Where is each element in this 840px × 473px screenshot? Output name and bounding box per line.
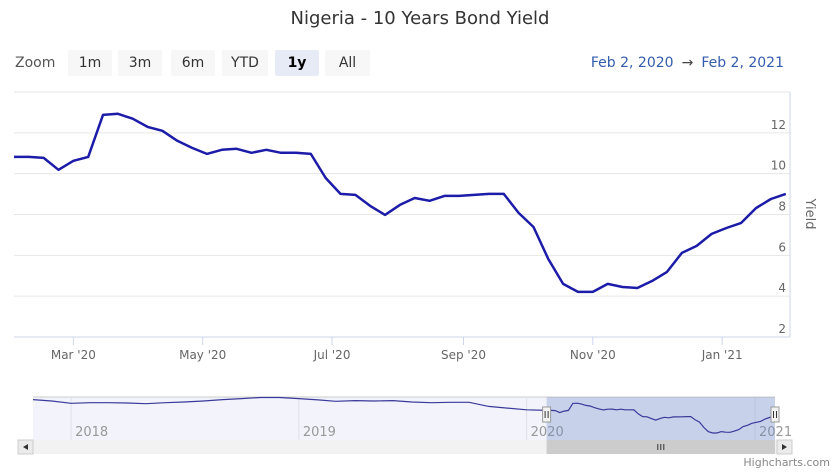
- x-tick-label: May '20: [179, 348, 226, 362]
- x-tick-label: Jan '21: [701, 348, 743, 362]
- range-button-1y[interactable]: 1y: [275, 50, 319, 76]
- handle-body: [542, 406, 552, 423]
- y-tick-label: 6: [778, 240, 786, 254]
- navigator-right-handle[interactable]: [770, 406, 780, 423]
- range-button-3m[interactable]: 3m: [118, 50, 162, 76]
- navigator-left-handle[interactable]: [542, 406, 552, 423]
- arrow-right-icon: [782, 444, 787, 450]
- y-tick-label: 10: [771, 159, 786, 173]
- y-tick-label: 2: [778, 322, 786, 336]
- navigator-tick-label: 2018: [75, 425, 108, 440]
- chart-title: Nigeria - 10 Years Bond Yield: [290, 8, 550, 29]
- date-range: Feb 2, 2020 → Feb 2, 2021: [591, 55, 784, 71]
- from-date-input[interactable]: Feb 2, 2020: [590, 55, 674, 71]
- scrollbar[interactable]: [17, 439, 793, 455]
- navigator-tick-label: 2020: [531, 425, 564, 440]
- zoom-label: Zoom: [15, 55, 56, 71]
- arrow-right-icon: →: [681, 55, 694, 71]
- series-line: [14, 112, 787, 294]
- x-tick-label: Mar '20: [51, 348, 96, 362]
- navigator-tick-label: 2019: [303, 425, 336, 440]
- y-tick-label: 4: [778, 281, 786, 295]
- arrow-left-icon: [23, 444, 28, 450]
- handle-body: [770, 406, 780, 423]
- range-button-ytd[interactable]: YTD: [222, 50, 268, 76]
- x-tick-label: Sep '20: [441, 348, 486, 362]
- y-tick-label: 8: [778, 200, 786, 214]
- navigator-tick-label: 2021: [759, 425, 792, 440]
- y-tick-label: 12: [771, 118, 786, 132]
- credits-link[interactable]: Highcharts.com: [743, 456, 830, 469]
- range-button-6m[interactable]: 6m: [171, 50, 215, 76]
- to-date-input[interactable]: Feb 2, 2021: [701, 55, 784, 71]
- x-tick-label: Nov '20: [570, 348, 616, 362]
- navigator-series-line: [32, 396, 774, 434]
- range-button-1m[interactable]: 1m: [68, 50, 112, 76]
- x-tick-label: Jul '20: [313, 348, 351, 362]
- y-axis-title: Yield: [802, 198, 817, 230]
- range-button-all[interactable]: All: [325, 50, 370, 76]
